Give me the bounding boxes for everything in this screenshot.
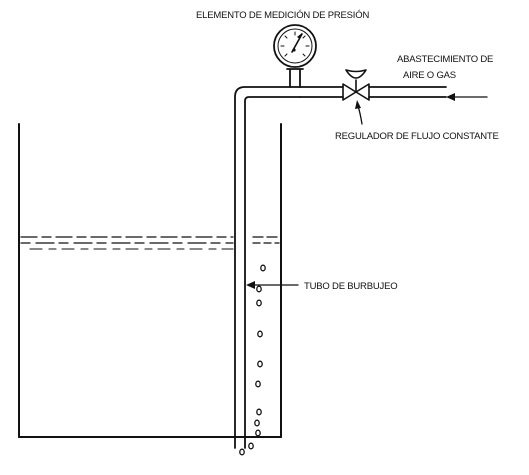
bubble-tube-inner-wall [244, 96, 301, 449]
flow-regulator-valve-icon [342, 69, 370, 101]
liquid-surface [20, 236, 280, 250]
bubble [257, 360, 263, 368]
bubble [239, 448, 245, 456]
gauge-stem [286, 68, 304, 88]
bubble [257, 330, 263, 338]
pressure-gauge-icon [273, 24, 317, 68]
supply-pipe [299, 86, 447, 98]
bubble [248, 442, 254, 450]
bubble-tube-outer-wall [234, 86, 301, 449]
gas-supply-label-line2: AIRE O GAS [403, 70, 456, 81]
pressure-gauge-label: ELEMENTO DE MEDICIÓN DE PRESIÓN [196, 10, 369, 21]
bubble [255, 380, 261, 388]
flow-regulator-label: REGULADOR DE FLUJO CONSTANTE [335, 131, 499, 142]
bubble [256, 408, 262, 416]
tank [18, 123, 282, 438]
bubble [256, 299, 262, 307]
bubble-tube-label: TUBO DE BURBUJEO [304, 281, 397, 292]
bubble [260, 264, 266, 272]
bubbles [239, 264, 266, 456]
bubble-tube-pointer-arrow-icon [246, 281, 299, 289]
gas-supply-label-line1: ABASTECIMIENTO DE [397, 54, 493, 65]
bubble [254, 419, 260, 427]
bubble-tube [234, 86, 301, 449]
regulator-pointer-arrow-icon [355, 100, 363, 125]
gas-inlet-arrow-icon [446, 93, 488, 101]
bubble [256, 285, 262, 293]
bubble [255, 429, 261, 437]
